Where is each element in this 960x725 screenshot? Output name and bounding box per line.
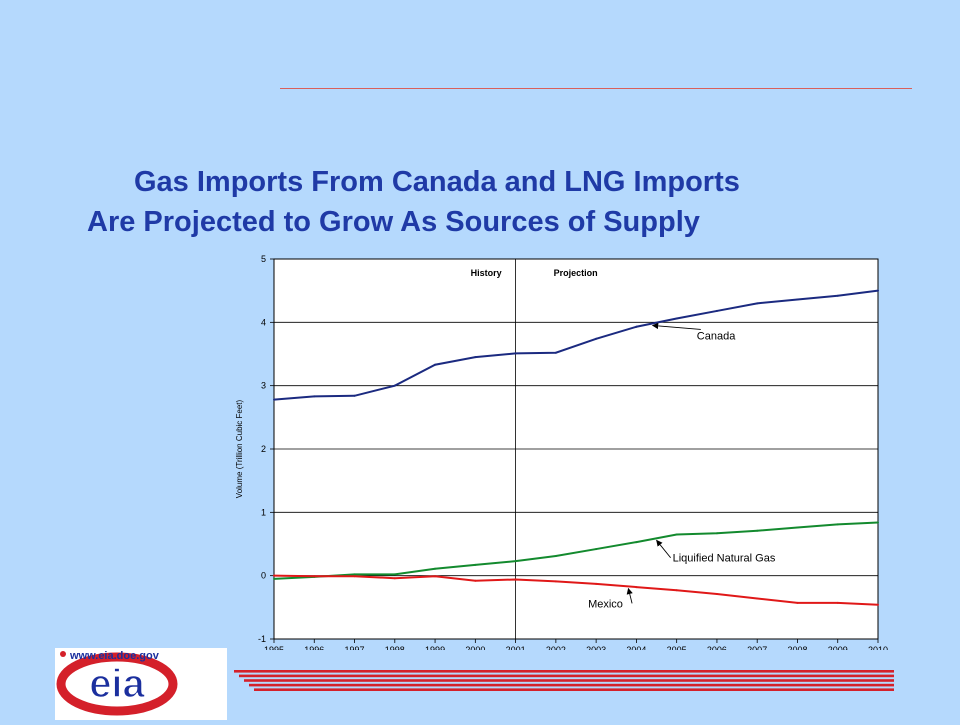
eia-logo: eia [55, 648, 227, 720]
series-line-mexico [273, 574, 879, 606]
data-point-mexico [836, 601, 839, 604]
data-point-canada [675, 317, 678, 320]
series-line-liquified-natural-gas [273, 521, 879, 580]
x-tick-label: 2006 [707, 645, 727, 650]
x-tick-label: 2005 [667, 645, 687, 650]
annotation-label-liquified-natural-gas: Liquified Natural Gas [673, 553, 776, 565]
data-point-canada [393, 384, 396, 387]
data-point-mexico [635, 586, 638, 589]
title-line-2: Are Projected to Grow As Sources of Supp… [87, 206, 700, 238]
data-point-canada [434, 363, 437, 366]
data-point-mexico [273, 574, 275, 577]
data-point-liquified-natural-gas [474, 563, 477, 566]
data-point-canada [796, 298, 799, 301]
data-point-canada [554, 351, 557, 354]
data-point-liquified-natural-gas [796, 526, 799, 529]
data-point-liquified-natural-gas [877, 521, 879, 524]
data-point-mexico [313, 575, 316, 578]
data-point-mexico [474, 579, 477, 582]
x-tick-label: 2010 [868, 645, 888, 650]
x-tick-label: 2000 [465, 645, 485, 650]
x-tick-label: 2008 [787, 645, 807, 650]
data-point-liquified-natural-gas [393, 573, 396, 576]
data-point-mexico [514, 578, 517, 581]
annotation-label-canada: Canada [697, 330, 736, 342]
x-tick-label: 2003 [586, 645, 606, 650]
data-point-liquified-natural-gas [353, 573, 356, 576]
data-point-liquified-natural-gas [756, 529, 759, 532]
data-point-canada [474, 356, 477, 359]
y-tick-label: -1 [258, 634, 266, 644]
projection-label: Projection [554, 268, 598, 278]
annotation-arrow-liquified-natural-gas [656, 539, 671, 559]
x-tick-label: 2002 [546, 645, 566, 650]
data-point-mexico [675, 589, 678, 592]
x-tick-label: 2004 [626, 645, 646, 650]
annotation-arrow-mexico [626, 587, 633, 604]
x-tick-label: 1996 [304, 645, 324, 650]
y-tick-label: 4 [261, 317, 266, 327]
data-point-liquified-natural-gas [434, 567, 437, 570]
data-point-liquified-natural-gas [675, 533, 678, 536]
footer-stripe [254, 688, 894, 691]
y-tick-label: 1 [261, 507, 266, 517]
data-point-mexico [715, 593, 718, 596]
footer-stripes [234, 670, 894, 691]
y-tick-label: 5 [261, 254, 266, 264]
data-point-mexico [393, 577, 396, 580]
data-point-canada [836, 294, 839, 297]
data-point-canada [877, 289, 879, 292]
annotation-arrow-canada [651, 322, 701, 330]
data-point-canada [313, 395, 316, 398]
x-tick-label: 2001 [506, 645, 526, 650]
top-rule [280, 88, 912, 89]
x-tick-label: 1999 [425, 645, 445, 650]
x-tick-label: 1997 [345, 645, 365, 650]
y-tick-label: 2 [261, 444, 266, 454]
data-point-mexico [595, 582, 598, 585]
data-point-mexico [877, 603, 879, 606]
x-tick-label: 2009 [828, 645, 848, 650]
data-point-mexico [796, 601, 799, 604]
footer-stripe [244, 679, 894, 682]
data-point-liquified-natural-gas [635, 541, 638, 544]
data-point-canada [635, 325, 638, 328]
y-tick-label: 0 [261, 571, 266, 581]
footer-stripe [239, 674, 894, 678]
data-point-liquified-natural-gas [595, 548, 598, 551]
annotation-label-mexico: Mexico [588, 598, 623, 610]
x-tick-label: 2007 [747, 645, 767, 650]
data-point-canada [756, 302, 759, 305]
data-point-canada [514, 352, 517, 355]
series-line-canada [273, 289, 879, 401]
footer-stripe [249, 683, 894, 687]
title-line-1: Gas Imports From Canada and LNG Imports [134, 166, 740, 198]
data-point-liquified-natural-gas [514, 560, 517, 563]
y-axis-label: Volume (Trillion Cubic Feet) [235, 399, 244, 498]
data-point-canada [715, 309, 718, 312]
logo-swoosh-icon [56, 652, 178, 716]
x-tick-label: 1998 [385, 645, 405, 650]
data-point-liquified-natural-gas [554, 555, 557, 558]
data-point-canada [273, 398, 275, 401]
x-tick-label: 1995 [264, 645, 284, 650]
data-point-liquified-natural-gas [715, 532, 718, 535]
logo-url: www.eia.doe.gov [70, 650, 159, 662]
footer-stripe [234, 670, 894, 673]
logo-wordmark: eia [89, 662, 145, 706]
data-point-mexico [756, 597, 759, 600]
y-tick-label: 3 [261, 381, 266, 391]
data-point-mexico [554, 580, 557, 583]
logo-dot-icon [60, 651, 66, 657]
data-point-liquified-natural-gas [273, 577, 275, 580]
data-point-canada [353, 394, 356, 397]
data-point-mexico [434, 575, 437, 578]
data-point-canada [595, 337, 598, 340]
eia-wordmark-graphic: eia [56, 651, 178, 716]
gas-imports-chart: -1 0 1 2 3 4 5 1995 1996 1997 1998 1999 2000 2001 2002… [235, 254, 888, 650]
data-point-liquified-natural-gas [836, 523, 839, 526]
data-point-mexico [353, 575, 356, 578]
history-label: History [471, 268, 502, 278]
